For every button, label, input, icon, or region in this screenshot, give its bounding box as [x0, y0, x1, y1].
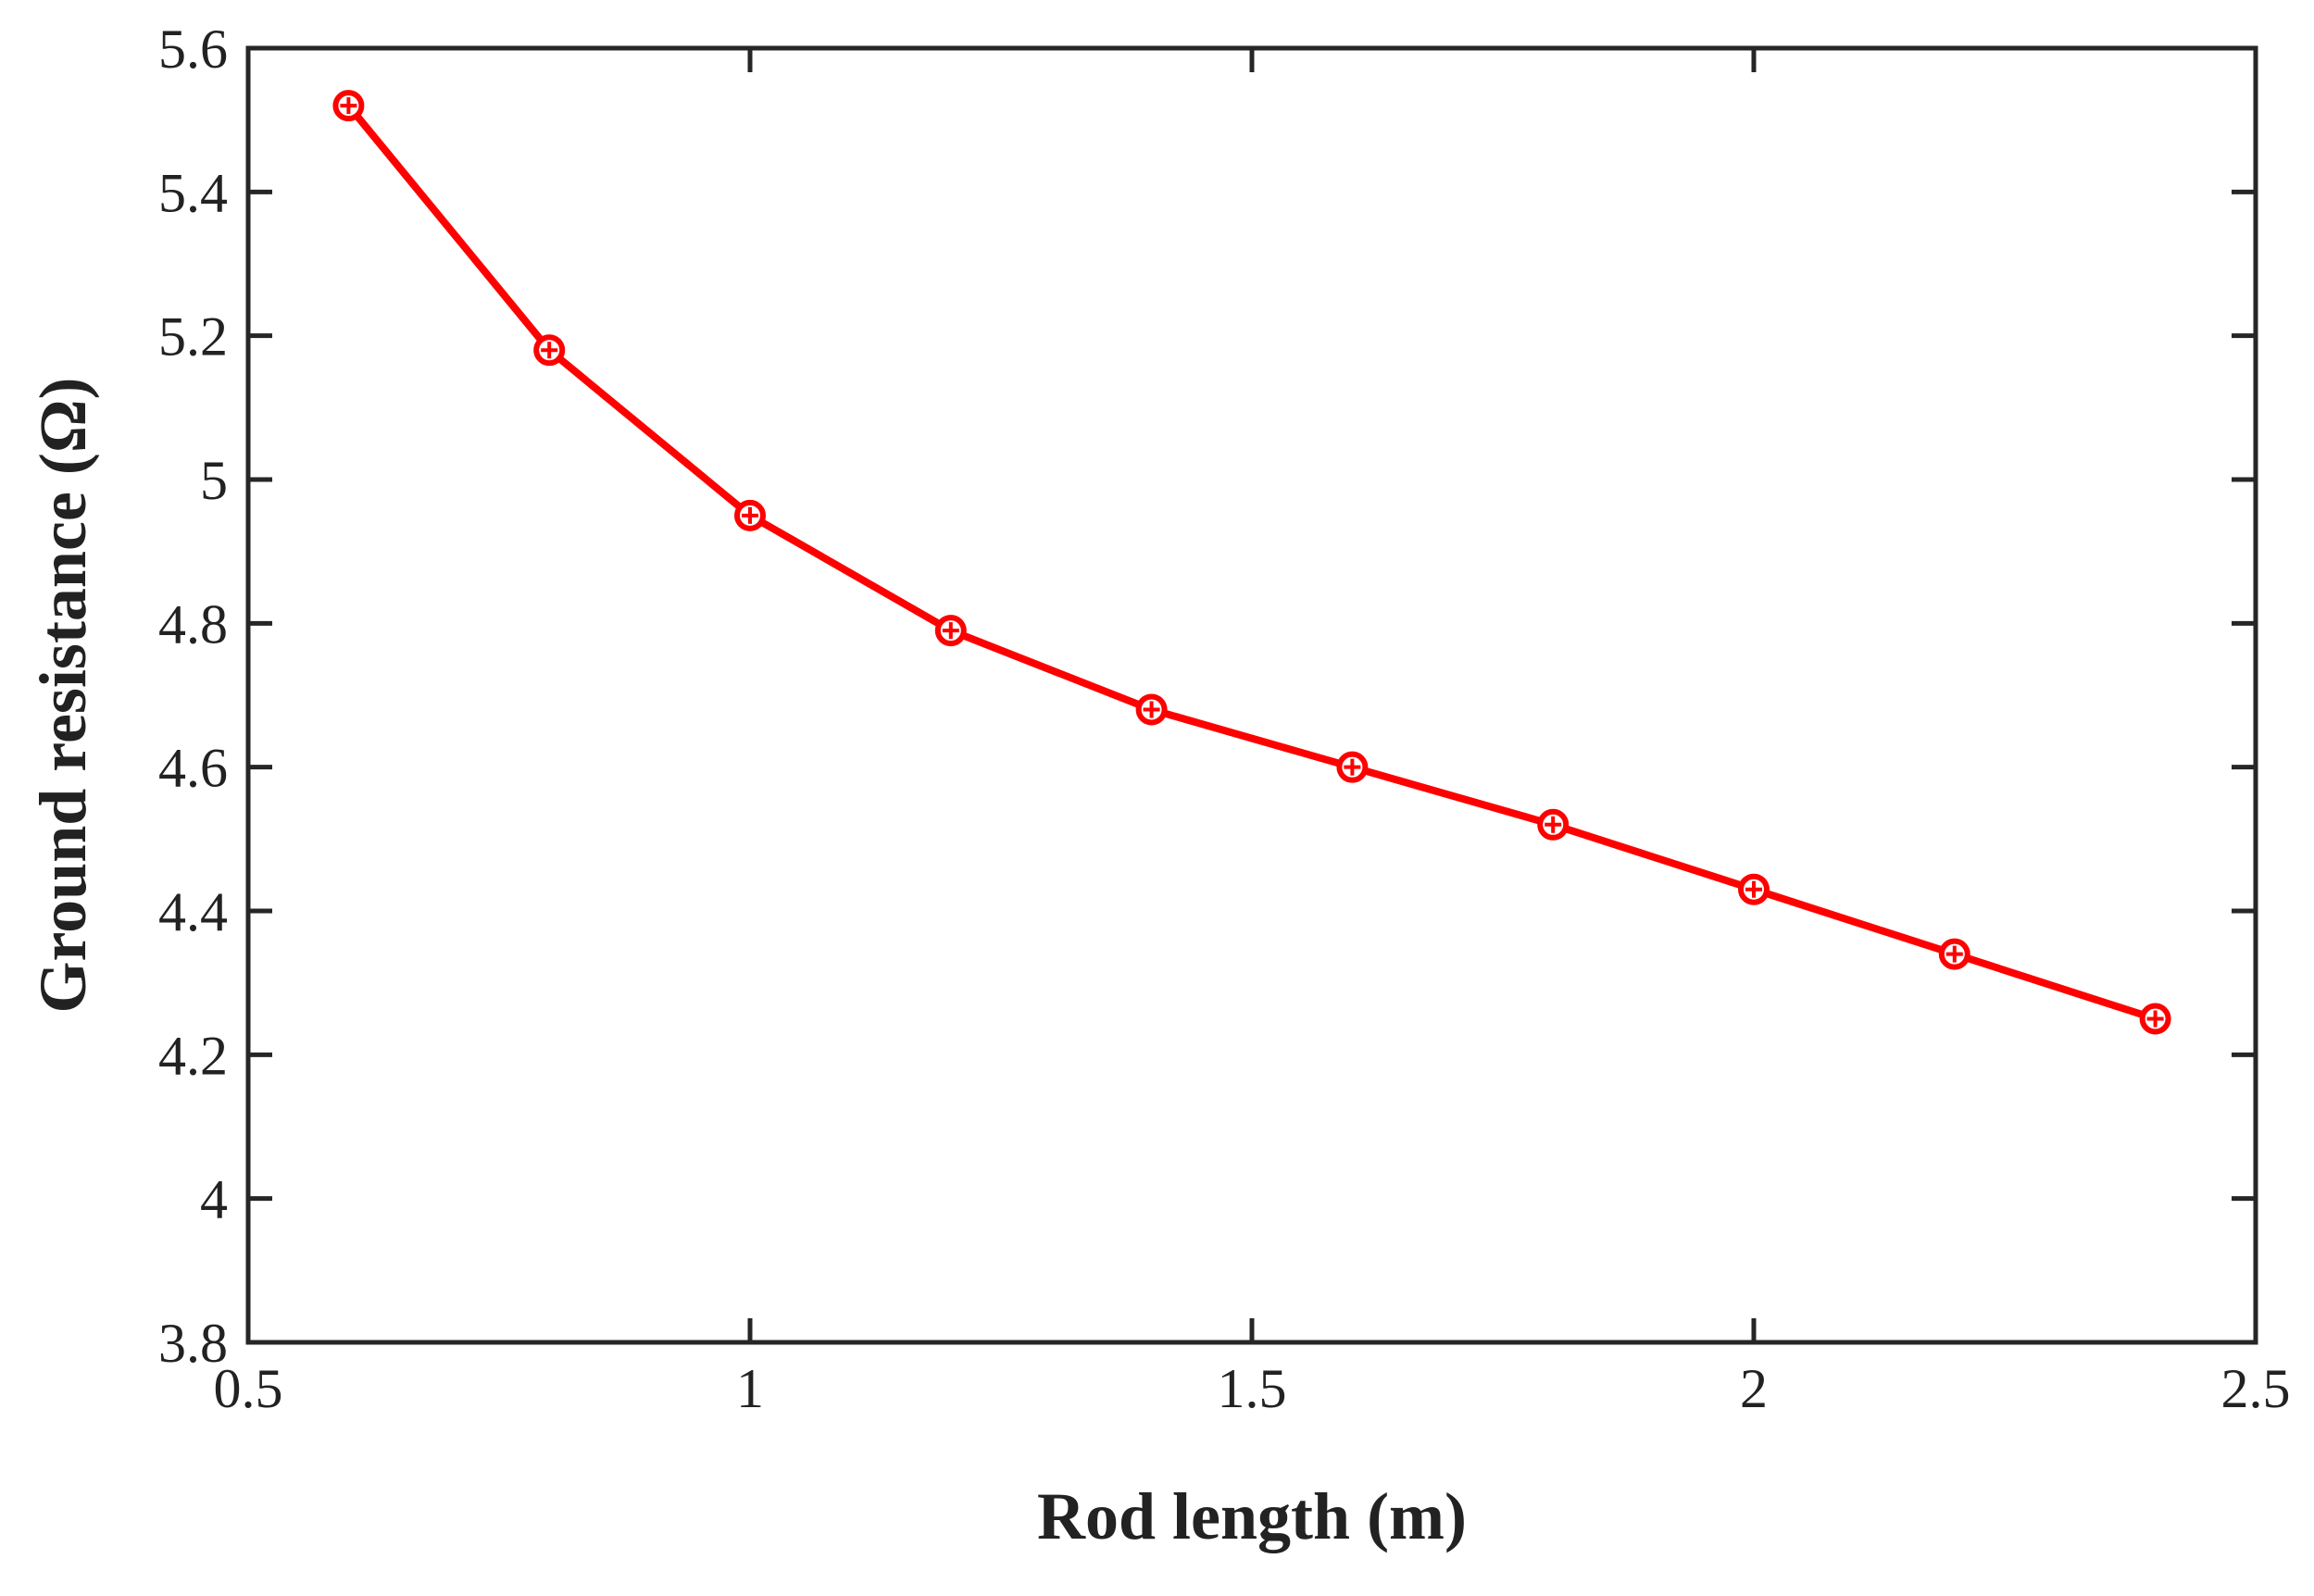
- data-point: [1135, 693, 1168, 726]
- labels-layer: 0.5 1 1.5 2 2.5 3.8 4 4.2 4.4 4.6 4.8 5 5.2 5.4 5.6: [158, 19, 2291, 1419]
- data-point: [1336, 751, 1369, 783]
- data-point: [1738, 873, 1770, 905]
- y-tick-label: 4.4: [158, 881, 228, 942]
- ticks-layer: [245, 45, 2258, 1345]
- data-point: [734, 499, 766, 531]
- data-point: [533, 334, 566, 367]
- x-tick-label: 1.5: [1218, 1358, 1287, 1419]
- x-tick-label: 2.5: [2221, 1358, 2291, 1419]
- x-tick-label: 2: [1740, 1358, 1768, 1419]
- y-tick-label: 4.6: [158, 738, 228, 799]
- y-tick-label: 4.2: [158, 1025, 228, 1086]
- x-tick-label: 1: [736, 1358, 764, 1419]
- data-point: [332, 90, 365, 122]
- y-tick-label: 5.4: [158, 162, 228, 223]
- x-axis-title: Rod length (m): [1037, 1479, 1467, 1553]
- y-tick-label: 4.8: [158, 593, 228, 655]
- data-point: [934, 615, 967, 647]
- y-axis-title: Ground resistance (Ω): [26, 378, 100, 1014]
- x-tick-label: 0.5: [214, 1358, 283, 1419]
- data-point: [1537, 808, 1570, 841]
- y-tick-label: 5.2: [158, 306, 228, 368]
- y-tick-label: 5.6: [158, 19, 228, 80]
- y-tick-label: 4: [200, 1169, 228, 1230]
- data-point: [1938, 938, 1970, 970]
- plot-frame: [245, 45, 2258, 1345]
- series-layer: [332, 90, 2171, 1035]
- y-tick-label: 3.8: [158, 1313, 228, 1374]
- series-line: [344, 102, 2159, 1023]
- y-tick-label: 5: [200, 450, 228, 511]
- data-point: [2139, 1003, 2171, 1035]
